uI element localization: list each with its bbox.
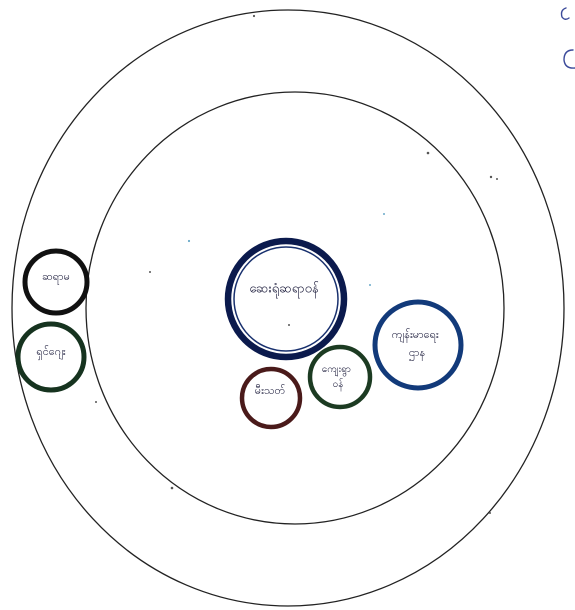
margin-mark-lower (563, 49, 575, 69)
ink-speck (187, 239, 191, 243)
node-lower-mid-label-line1: ကျေးရွာ (322, 364, 351, 377)
node-lower-mid: ကျေးရွာ ဝန် (307, 344, 373, 410)
node-outer-top-ring (22, 248, 90, 316)
node-lower-left-ring (239, 366, 303, 430)
ink-speck (489, 512, 491, 514)
ink-speck (489, 175, 493, 179)
ink-speck (170, 486, 174, 490)
ink-speck (252, 14, 256, 18)
node-outer-bottom: ရှင်ဂျေး (15, 321, 87, 393)
node-center-large-label: ဆေးရုံဆရာဝန် (249, 281, 319, 299)
node-center-large: ဆေးရုံဆရာဝန် (224, 237, 348, 361)
node-lower-left: မီးသတ် (239, 366, 303, 430)
node-right-medium-ring (372, 299, 464, 391)
node-right-medium-label: ကျန်းမာရေး ဌာန (392, 328, 442, 361)
node-lower-mid-label-line2: ဝန် (333, 377, 344, 392)
ink-speck (95, 401, 97, 403)
ink-speck (383, 213, 385, 215)
node-center-large-ring-inner (233, 246, 339, 352)
ink-speck (288, 324, 290, 326)
ink-speck (149, 271, 151, 273)
node-outer-bottom-label: ရှင်ဂျေး (36, 345, 65, 360)
node-outer-bottom-ring (15, 321, 87, 393)
node-right-medium-label-line2: ဌာန (409, 346, 425, 361)
ink-speck (369, 284, 371, 286)
ink-speck (426, 151, 430, 155)
inner-ring (85, 91, 505, 525)
node-right-medium: ကျန်းမာရေး ဌာန (372, 299, 464, 391)
node-center-large-ring (224, 237, 348, 361)
node-lower-left-label: မီးသတ် (255, 384, 286, 397)
ink-speck (496, 178, 498, 180)
margin-mark-top (560, 7, 570, 20)
node-lower-mid-ring (307, 344, 373, 410)
node-outer-top: ဆရာမ (22, 248, 90, 316)
outer-ring (11, 9, 565, 607)
node-outer-top-label: ဆရာမ (42, 270, 70, 285)
node-right-medium-label-line1: ကျန်းမာရေး (392, 328, 439, 343)
node-lower-mid-label: ကျေးရွာ ဝန် (322, 364, 354, 392)
